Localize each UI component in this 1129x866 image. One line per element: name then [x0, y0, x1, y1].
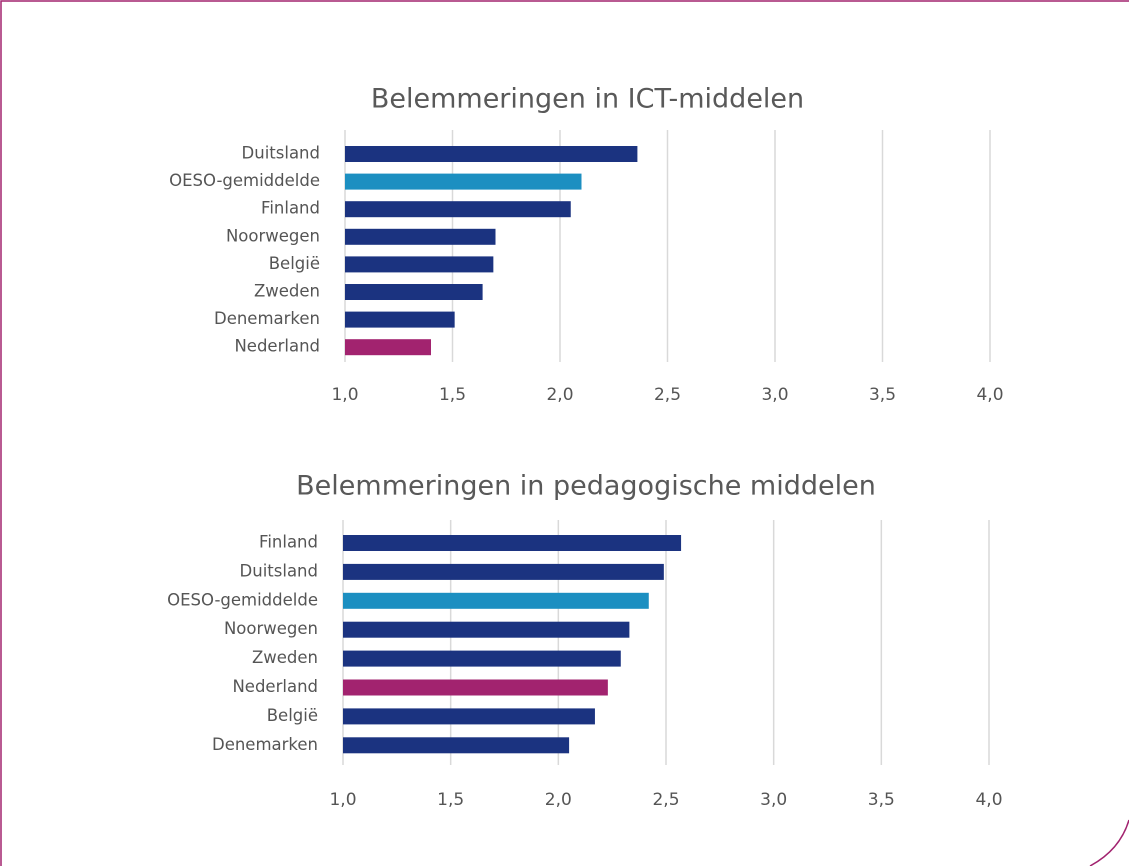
- bar: [343, 563, 664, 580]
- chart-title: Belemmeringen in pedagogische middelen: [296, 471, 876, 502]
- y-tick-label: Noorwegen: [224, 619, 318, 638]
- x-tick-label: 3,0: [760, 790, 787, 810]
- x-tick-label: 4,0: [975, 790, 1002, 810]
- x-tick-label: 3,5: [869, 385, 896, 405]
- y-tick-label: Zweden: [254, 282, 320, 301]
- y-tick-label: Nederland: [232, 677, 318, 696]
- bar: [343, 621, 630, 638]
- y-tick-label: OESO-gemiddelde: [169, 171, 320, 190]
- x-tick-label: 3,5: [868, 790, 895, 810]
- x-tick-label: 2,0: [546, 385, 573, 405]
- x-tick-label: 1,0: [331, 385, 358, 405]
- bar: [345, 201, 571, 218]
- x-tick-label: 4,0: [976, 385, 1003, 405]
- y-tick-label: OESO-gemiddelde: [167, 590, 318, 609]
- y-tick-label: België: [267, 706, 318, 725]
- y-tick-label: Finland: [261, 199, 320, 218]
- bar: [345, 173, 582, 190]
- x-tick-label: 1,5: [437, 790, 464, 810]
- bar: [345, 284, 483, 300]
- y-tick-label: Finland: [259, 533, 318, 552]
- bar: [345, 256, 494, 273]
- y-tick-label: Nederland: [234, 337, 320, 356]
- x-tick-label: 2,5: [652, 790, 679, 810]
- bar: [343, 708, 595, 725]
- bar: [343, 592, 649, 609]
- y-tick-label: Noorwegen: [226, 226, 320, 245]
- bar: [343, 737, 570, 754]
- bar: [343, 650, 621, 667]
- y-tick-label: België: [269, 254, 320, 273]
- y-tick-label: Duitsland: [240, 561, 318, 580]
- x-tick-label: 3,0: [761, 385, 788, 405]
- bar: [343, 679, 608, 696]
- chart-title: Belemmeringen in ICT-middelen: [371, 84, 804, 115]
- bar: [345, 146, 638, 162]
- frame-corner: [1089, 819, 1129, 866]
- y-tick-label: Duitsland: [242, 144, 320, 163]
- x-tick-label: 2,5: [654, 385, 681, 405]
- y-tick-label: Denemarken: [212, 735, 318, 754]
- y-tick-label: Zweden: [252, 648, 318, 667]
- x-tick-label: 1,5: [439, 385, 466, 405]
- bar: [345, 339, 431, 356]
- y-tick-label: Denemarken: [214, 309, 320, 328]
- bar: [345, 311, 455, 328]
- x-tick-label: 2,0: [545, 790, 572, 810]
- x-tick-label: 1,0: [329, 790, 356, 810]
- bar: [343, 535, 682, 551]
- bar: [345, 228, 496, 245]
